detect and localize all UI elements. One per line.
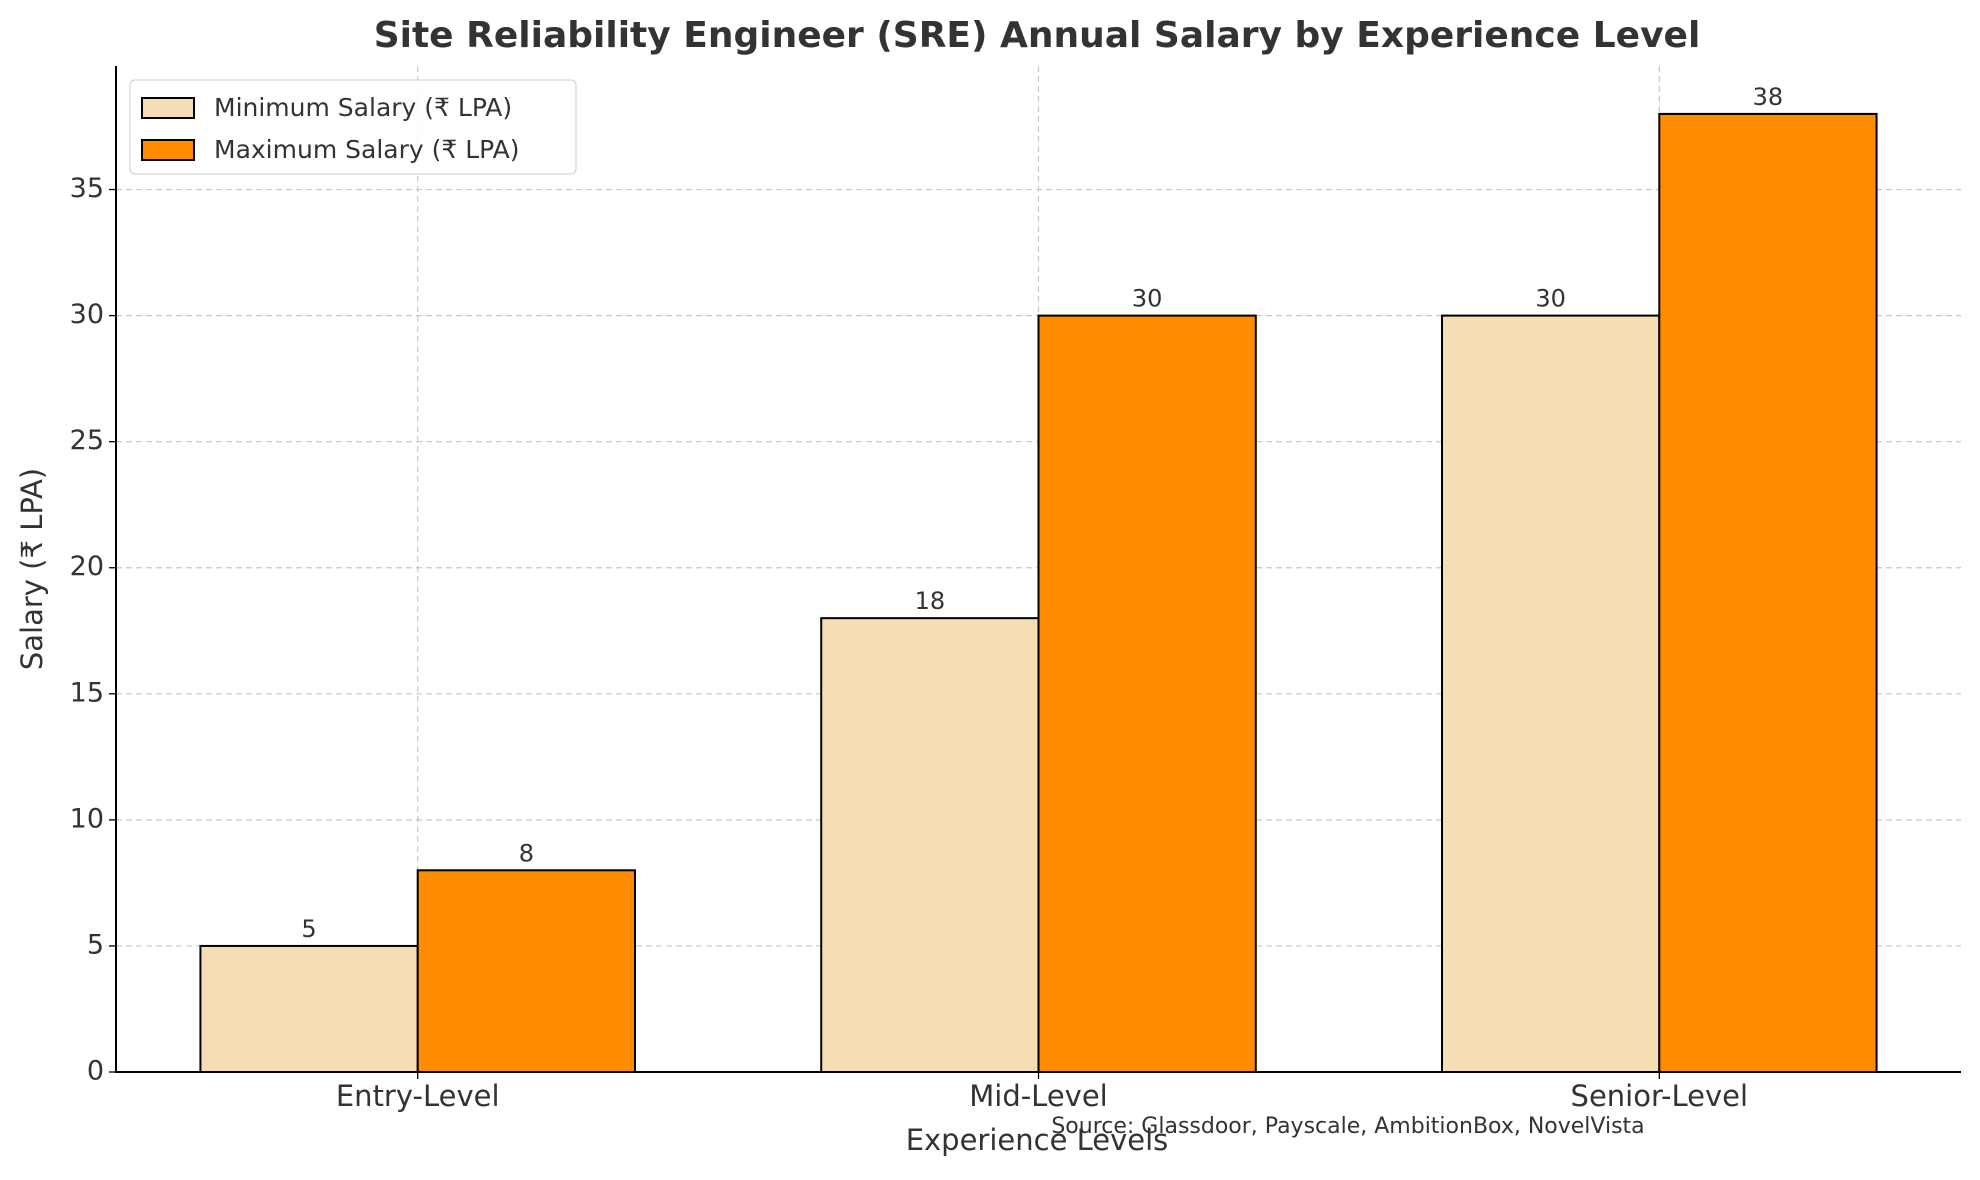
y-tick-label: 5 [87,929,104,960]
source-note: Source: Glassdoor, Payscale, AmbitionBox… [1051,1114,1644,1139]
y-axis-label: Salary (₹ LPA) [15,468,49,670]
chart-title: Site Reliability Engineer (SRE) Annual S… [374,15,1701,56]
x-axis-label: Experience Levels [906,1123,1169,1157]
bar [820,617,1040,1073]
value-label: 18 [915,587,946,615]
bar [1441,314,1661,1073]
y-tick-label: 0 [87,1056,104,1087]
axes [115,66,1961,1073]
legend-label: Minimum Salary (₹ LPA) [214,93,512,122]
bar [1658,112,1878,1073]
bar [416,869,636,1073]
value-label: 30 [1132,285,1163,313]
legend-box [129,79,577,175]
value-label: 38 [1753,83,1784,111]
y-tick-label: 10 [70,803,104,834]
x-tick-label: Mid-Level [969,1079,1108,1113]
x-tick-label: Senior-Level [1571,1079,1749,1113]
y-tick-label: 25 [70,425,104,456]
x-tick-label: Entry-Level [336,1079,500,1113]
value-label: 8 [519,839,534,867]
bar [199,944,419,1073]
legend-swatch [141,139,195,161]
legend-swatch [141,97,195,119]
value-label: 30 [1535,285,1566,313]
bars [199,112,1878,1073]
y-tick-label: 30 [70,299,104,330]
legend-label: Maximum Salary (₹ LPA) [214,135,519,164]
value-label: 5 [301,915,316,943]
y-tick-label: 35 [70,173,104,204]
y-tick-label: 15 [70,677,104,708]
y-tick-label: 20 [70,551,104,582]
bar [1037,314,1257,1073]
